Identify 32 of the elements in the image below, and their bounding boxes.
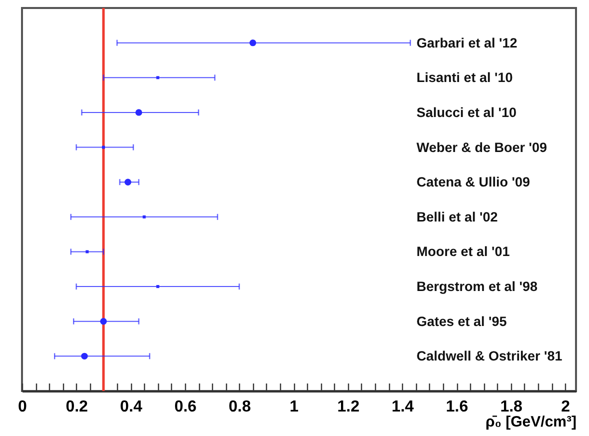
point: [156, 76, 160, 80]
point: [102, 146, 105, 149]
y-tick-label: Catena & Ullio '09: [416, 174, 530, 190]
x-tick-label: 0.8: [228, 398, 251, 416]
x-tick-label: 0.2: [66, 398, 88, 416]
point: [81, 352, 88, 360]
y-tick-label: Belli et al '02: [416, 209, 498, 224]
x-tick-label: 0.6: [174, 398, 197, 416]
point: [142, 215, 146, 218]
point: [249, 39, 256, 46]
x-tick-label: 1.8: [500, 398, 523, 416]
y-tick-label: Moore et al '01: [416, 244, 510, 260]
point: [100, 318, 107, 325]
point: [135, 109, 142, 116]
y-tick-label: Gates et al '95: [416, 314, 508, 329]
x-tick-label: 1.6: [446, 398, 468, 416]
x-tick-label: 2: [561, 398, 570, 416]
x-axis-title: ρ̄₀ [GeV/cm³]: [485, 414, 576, 430]
point: [124, 178, 132, 186]
x-tick-label: 1: [290, 398, 299, 416]
y-tick-label: Bergstrom et al '98: [416, 279, 538, 294]
y-tick-label: Garbari et al '12: [416, 35, 518, 50]
x-tick-label: 0: [18, 398, 28, 416]
x-tick-label: 0.4: [120, 398, 142, 416]
y-tick-label: Weber & de Boer '09: [416, 140, 548, 155]
y-tick-label: Caldwell & Ostriker '81: [416, 348, 563, 364]
x-tick-label: 1.4: [392, 398, 414, 416]
point: [86, 250, 89, 254]
point: [156, 285, 160, 288]
y-tick-label: Salucci et al '10: [416, 104, 517, 120]
x-tick-label: 1.2: [337, 398, 360, 416]
y-tick-label: Lisanti et al '10: [416, 70, 513, 86]
